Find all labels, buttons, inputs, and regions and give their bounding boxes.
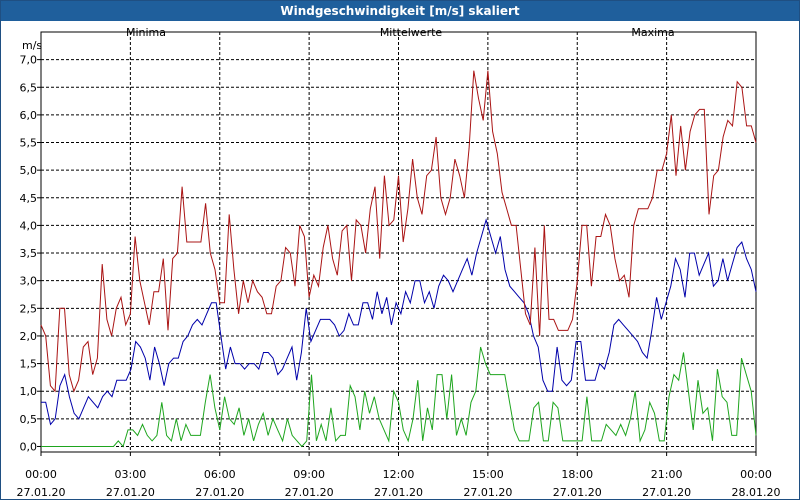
y-tick-label: 6,0 [20,109,38,122]
window-title: Windgeschwindigkeit [m/s] skaliert [1,1,799,21]
y-tick-label: 7,0 [20,54,38,67]
x-tick-time: 00:00 [740,468,772,481]
grid [41,32,756,452]
x-tick-date: 27.01.20 [374,486,423,499]
y-tick-label: 5,0 [20,164,38,177]
x-tick-date: 28.01.20 [732,486,781,499]
series-line-minima [41,346,757,448]
y-axis-label: m/s [22,39,42,52]
wind-speed-chart: 0,0 0,5 1,0 1,5 2,0 2,5 3,0 3,5 4,0 4,5 5,0 5,5 6,0 6… [17,26,781,499]
x-tick-date: 27.01.20 [195,486,244,499]
x-tick-time: 09:00 [293,468,325,481]
series-line-maxima [40,70,757,393]
y-tick-label: 6,5 [20,81,38,94]
y-tick-label: 2,0 [20,330,38,343]
y-tick-label: 5,5 [20,137,38,150]
x-tick-time: 00:00 [25,468,57,481]
x-tick-date: 27.01.20 [285,486,334,499]
x-tick-date: 27.01.20 [106,486,155,499]
series-group [40,70,757,448]
legend-maxima: Maxima [631,26,674,39]
x-tick-time: 06:00 [204,468,236,481]
y-tick-label: 4,0 [20,219,38,232]
x-axis: 00:00 27.01.20 03:00 27.01.20 06:00 27.01.20 0… [17,452,781,499]
y-tick-label: 3,0 [20,275,38,288]
y-tick-label: 1,0 [20,385,38,398]
y-tick-label: 2,5 [20,302,38,315]
series-line-mittelwerte [41,218,757,426]
x-tick-time: 18:00 [561,468,593,481]
x-tick-time: 12:00 [383,468,415,481]
x-tick-time: 03:00 [115,468,147,481]
x-tick-time: 15:00 [472,468,504,481]
legend-mittelwerte: Mittelwerte [380,26,443,39]
x-tick-time: 21:00 [651,468,683,481]
x-tick-date: 27.01.20 [17,486,66,499]
legend-minima: Minima [126,26,166,39]
x-tick-date: 27.01.20 [553,486,602,499]
y-axis: 0,0 0,5 1,0 1,5 2,0 2,5 3,0 3,5 4,0 4,5 5,0 5,5 6,0 6… [20,54,41,453]
y-tick-label: 0,0 [20,440,38,453]
y-tick-label: 3,5 [20,247,38,260]
y-tick-label: 0,5 [20,413,38,426]
x-tick-date: 27.01.20 [642,486,691,499]
y-tick-label: 4,5 [20,192,38,205]
y-tick-label: 1,5 [20,358,38,371]
x-tick-date: 27.01.20 [463,486,512,499]
